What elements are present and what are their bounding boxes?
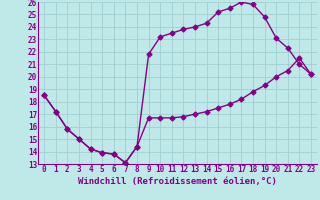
X-axis label: Windchill (Refroidissement éolien,°C): Windchill (Refroidissement éolien,°C) [78,177,277,186]
